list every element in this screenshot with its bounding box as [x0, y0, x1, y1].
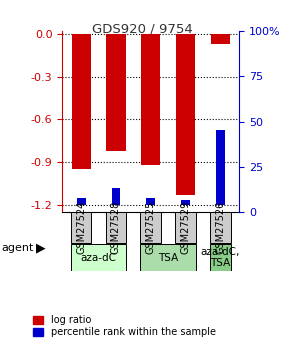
Text: aza-dC: aza-dC: [81, 253, 117, 263]
Bar: [141, 244, 196, 271]
Bar: [176, 34, 195, 195]
Bar: [141, 34, 160, 165]
Text: aza-dC,
TSA: aza-dC, TSA: [201, 247, 240, 268]
Bar: [71, 244, 126, 271]
Text: GSM27524: GSM27524: [76, 201, 86, 254]
Bar: [210, 212, 231, 243]
Bar: [112, 188, 120, 205]
Text: TSA: TSA: [158, 253, 178, 263]
Bar: [181, 200, 190, 205]
Bar: [72, 34, 91, 169]
Text: GSM27525: GSM27525: [146, 201, 156, 254]
Bar: [216, 130, 225, 205]
Text: GSM27526: GSM27526: [215, 201, 225, 254]
Text: ▶: ▶: [36, 242, 45, 255]
Text: GDS920 / 9754: GDS920 / 9754: [92, 22, 193, 36]
Text: GSM27529: GSM27529: [181, 201, 191, 254]
Bar: [141, 212, 161, 243]
Bar: [210, 244, 231, 271]
Bar: [146, 198, 155, 205]
Text: GSM27528: GSM27528: [111, 201, 121, 254]
Bar: [211, 34, 230, 44]
Bar: [175, 212, 196, 243]
Bar: [106, 212, 126, 243]
Bar: [106, 34, 125, 151]
Bar: [77, 198, 85, 205]
Bar: [71, 212, 92, 243]
Legend: log ratio, percentile rank within the sample: log ratio, percentile rank within the sa…: [32, 314, 217, 338]
Text: agent: agent: [2, 244, 34, 253]
